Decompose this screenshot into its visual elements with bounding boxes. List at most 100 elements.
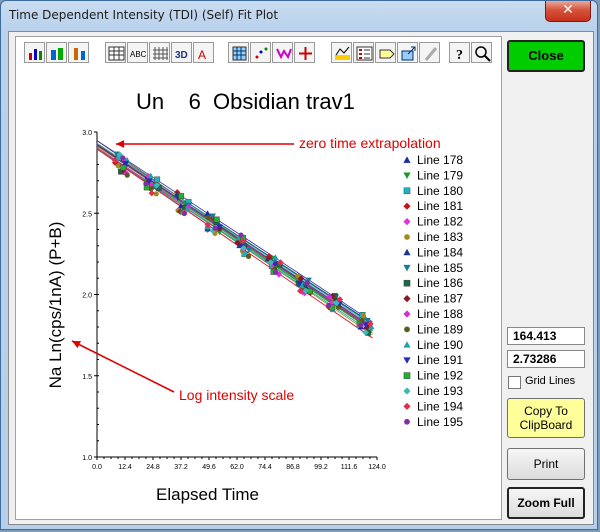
legend-marker xyxy=(404,234,410,240)
legend-marker xyxy=(403,248,411,256)
data-point xyxy=(120,155,126,161)
value-readout-1: 164.413 xyxy=(507,327,585,345)
legend-marker xyxy=(403,202,411,210)
value-readout-2: 2.73286 xyxy=(507,350,585,368)
pencil-tool-button[interactable] xyxy=(419,42,440,63)
help-tool-button[interactable]: ? xyxy=(449,42,470,63)
crosshair-tool-button[interactable] xyxy=(294,42,315,63)
data-point xyxy=(205,214,211,220)
data-point xyxy=(358,322,364,328)
data-point xyxy=(238,243,245,250)
fit-line xyxy=(96,142,373,326)
data-point xyxy=(154,176,161,183)
rotate-text-icon: A xyxy=(198,48,206,62)
window-close-button[interactable]: ✕ xyxy=(545,1,591,22)
data-point xyxy=(360,313,367,319)
legend-label: Line 180 xyxy=(417,184,463,198)
plot-panel: ABC 3D A? Un 6 Obsidian trav1 Na Ln(cps/1n… xyxy=(15,36,502,520)
data-point xyxy=(362,329,369,336)
legend-label: Line 179 xyxy=(417,168,463,182)
close-button[interactable]: Close xyxy=(507,40,585,72)
legend-label: Line 195 xyxy=(417,415,463,429)
zoom-tool-button[interactable] xyxy=(471,42,492,63)
export-icon xyxy=(401,46,416,61)
scatter-plot: 0.0 12.4 24.8 37.2 49.6 62.0 74.4 86.8 99.2 111.6… xyxy=(71,130,463,471)
data-point xyxy=(204,221,211,228)
fit-line xyxy=(96,140,373,323)
data-point xyxy=(116,151,123,158)
data-point xyxy=(240,244,247,252)
zero-time-arrow-head xyxy=(116,140,125,148)
pencil-icon xyxy=(424,47,438,61)
svg-text:A: A xyxy=(198,48,206,62)
x-axis-label: Elapsed Time xyxy=(156,485,259,504)
y-tick-label: 2.0 xyxy=(82,293,92,300)
legend-marker xyxy=(403,279,411,287)
data-point xyxy=(336,296,344,303)
abc-text-tool-button[interactable]: ABC xyxy=(127,42,148,63)
log-scale-arrow xyxy=(71,340,175,393)
grid-lines-checkbox[interactable] xyxy=(508,376,521,389)
3d-toggle-tool-button[interactable]: 3D xyxy=(171,42,192,63)
3d-bar-chart-tool-button[interactable] xyxy=(46,42,67,63)
data-point xyxy=(277,259,284,266)
print-button[interactable]: Print xyxy=(507,448,585,480)
data-point xyxy=(183,205,191,212)
data-point xyxy=(120,164,127,171)
bar-chart-tool-button[interactable] xyxy=(24,42,45,63)
data-point xyxy=(146,178,153,185)
palette-icon xyxy=(335,46,350,60)
stacked-bar-icon xyxy=(74,48,85,60)
y-tick-label: 1.5 xyxy=(82,374,92,381)
grid-lines-tool-button[interactable] xyxy=(149,42,170,63)
help-icon: ? xyxy=(456,48,463,62)
data-point xyxy=(368,323,375,330)
annotation-zero-time: zero time extrapolation xyxy=(299,135,441,151)
data-point xyxy=(326,293,333,301)
data-point xyxy=(271,258,278,265)
bar-chart-icon xyxy=(29,49,42,60)
legend-tool-button[interactable] xyxy=(353,42,374,63)
rotate-text-tool-button[interactable]: A xyxy=(193,42,214,63)
zoom-full-button[interactable]: Zoom Full xyxy=(507,487,585,519)
markers-tool-button[interactable] xyxy=(272,42,293,63)
legend-label: Line 181 xyxy=(417,199,463,213)
legend-label: Line 184 xyxy=(417,245,463,259)
x-tick-label: 62.0 xyxy=(230,464,244,471)
data-point xyxy=(271,261,279,268)
grid-lines-label: Grid Lines xyxy=(525,375,576,387)
abc-text-icon: ABC xyxy=(130,50,147,59)
data-point xyxy=(143,181,149,187)
data-point xyxy=(245,253,252,260)
legend-icon xyxy=(356,46,373,61)
svg-text:3D: 3D xyxy=(175,50,188,61)
data-point xyxy=(298,282,305,289)
title-bar[interactable]: Time Dependent Intensity (TDI) (Self) Fi… xyxy=(1,1,597,31)
data-grid-tool-button[interactable] xyxy=(105,42,126,63)
fit-line xyxy=(96,140,373,331)
data-point xyxy=(113,151,120,158)
stacked-bar-tool-button[interactable] xyxy=(68,42,89,63)
palette-tool-button[interactable] xyxy=(331,42,352,63)
scatter-tool-button[interactable] xyxy=(250,42,271,63)
data-point xyxy=(124,172,130,178)
data-point xyxy=(153,182,160,189)
data-point xyxy=(266,256,274,263)
crosshair-icon xyxy=(299,47,312,60)
legend-label: Line 194 xyxy=(417,399,463,413)
legend-marker xyxy=(403,387,411,395)
data-point xyxy=(297,287,304,295)
pattern-tool-button[interactable] xyxy=(228,42,249,63)
fit-line xyxy=(96,145,373,328)
log-scale-arrow-head xyxy=(72,341,81,349)
annotation-log-scale: Log intensity scale xyxy=(179,387,295,403)
data-point xyxy=(178,193,185,200)
tag-tool-button[interactable] xyxy=(375,42,396,63)
export-tool-button[interactable] xyxy=(397,42,418,63)
data-point xyxy=(209,213,216,220)
zoom-icon xyxy=(475,46,491,62)
pattern-icon xyxy=(232,46,247,61)
tag-icon xyxy=(379,49,395,59)
copy-to-clipboard-button[interactable]: Copy To ClipBoard xyxy=(507,398,585,438)
svg-text:?: ? xyxy=(456,48,463,62)
